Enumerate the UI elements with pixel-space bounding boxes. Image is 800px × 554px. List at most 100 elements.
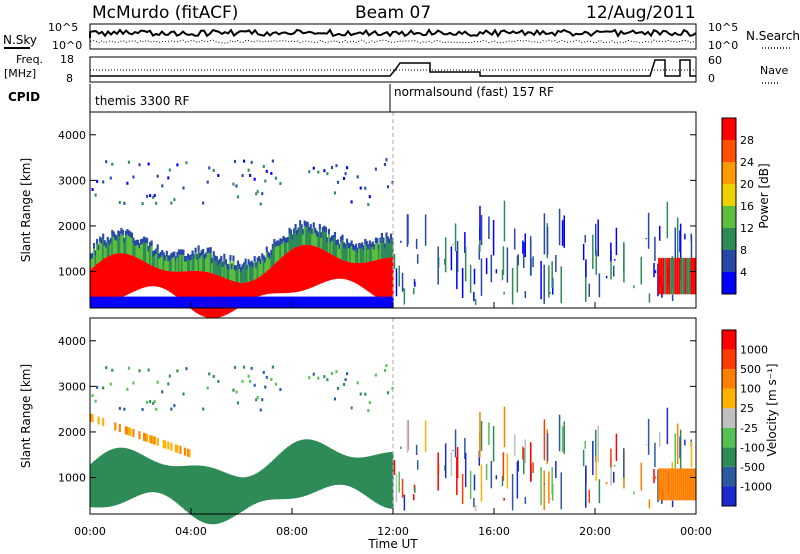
power-cell <box>548 265 550 298</box>
power-cell <box>158 296 161 308</box>
power-cell <box>365 262 368 291</box>
power-cell <box>326 242 329 252</box>
power-cell <box>300 224 303 230</box>
power-cell <box>280 238 284 245</box>
power-cell <box>305 221 308 227</box>
velocity-cell <box>543 470 545 510</box>
power-cell <box>126 296 129 308</box>
power-cell <box>99 242 102 262</box>
power-cell <box>353 296 356 308</box>
velocity-cell <box>146 400 149 404</box>
power-cell <box>226 263 229 270</box>
power-cell <box>132 255 135 292</box>
power-cell <box>193 259 196 271</box>
nave-line <box>90 59 696 77</box>
power-cell <box>244 258 247 265</box>
power-cell <box>155 201 158 205</box>
power-cell <box>121 296 124 308</box>
power-cell <box>265 246 268 252</box>
colorbar-swatch <box>722 118 736 140</box>
velocity-cell <box>344 455 347 486</box>
power-cell <box>312 227 315 246</box>
velocity-cell <box>406 420 409 453</box>
velocity-cell <box>182 392 185 396</box>
power-cell <box>327 296 330 308</box>
velocity-cell <box>188 449 191 458</box>
velocity-cell <box>262 370 265 374</box>
power-cell <box>273 296 276 308</box>
velocity-cell <box>658 468 661 501</box>
power-cell <box>196 259 199 271</box>
power-cell <box>356 253 359 264</box>
velocity-cell <box>343 454 346 486</box>
power-cell <box>139 259 143 289</box>
power-cell <box>551 261 553 289</box>
velocity-cell <box>259 408 262 412</box>
power-cell <box>318 247 321 284</box>
velocity-cell <box>123 447 126 502</box>
power-cell <box>401 272 404 292</box>
power-cell <box>393 254 396 270</box>
power-cell <box>297 227 300 233</box>
power-cell <box>97 262 100 302</box>
velocity-cell <box>226 473 229 521</box>
velocity-cell <box>262 468 265 501</box>
power-cell <box>246 264 249 271</box>
velocity-cell <box>402 494 405 497</box>
power-cell <box>159 257 162 270</box>
velocity-cell <box>279 453 282 500</box>
velocity-cell <box>414 487 416 493</box>
power-cell <box>352 262 355 282</box>
power-cell <box>202 254 205 272</box>
power-cell <box>139 244 143 260</box>
power-cell <box>373 249 376 261</box>
power-cell <box>274 296 277 308</box>
velocity-cell <box>265 466 268 501</box>
power-cell <box>327 228 330 235</box>
power-cell <box>350 245 353 263</box>
power-cell <box>264 262 267 273</box>
y-tick-label: 1000 <box>58 472 86 485</box>
power-cell <box>206 180 209 184</box>
power-cell <box>293 248 296 293</box>
power-cell <box>349 296 352 308</box>
power-cell <box>162 296 165 308</box>
power-cell <box>299 296 302 308</box>
power-cell <box>358 248 361 264</box>
power-cell <box>686 257 689 295</box>
cpid-label: CPID <box>8 90 40 104</box>
power-cell <box>180 296 184 308</box>
power-cell <box>285 296 288 308</box>
power-cell <box>214 255 217 262</box>
power-cell <box>97 296 100 308</box>
power-cell <box>353 251 356 263</box>
power-cell <box>365 240 368 247</box>
power-cell <box>96 179 99 183</box>
power-cell <box>259 276 262 296</box>
power-cell <box>353 245 356 252</box>
power-cell <box>108 255 111 301</box>
velocity-cell <box>297 440 300 498</box>
power-cell <box>261 253 264 259</box>
velocity-cell <box>264 385 267 389</box>
colorbar-swatch <box>722 330 736 350</box>
power-cell <box>271 265 274 294</box>
power-cell <box>338 296 341 308</box>
x-tick-label: 16:00 <box>478 525 510 538</box>
power-cell <box>303 220 306 226</box>
nsky-tick-low: 10^0 <box>52 39 82 52</box>
power-cell <box>189 260 193 271</box>
power-cell <box>563 215 566 248</box>
power-cell <box>370 248 373 262</box>
power-cell <box>112 231 115 237</box>
power-cell <box>267 257 270 271</box>
power-cell <box>161 269 164 288</box>
power-cell <box>179 271 182 300</box>
power-cell <box>127 235 130 255</box>
power-cell <box>267 270 270 294</box>
power-cell <box>250 260 253 267</box>
velocity-cell <box>217 379 220 383</box>
power-cell <box>347 261 350 281</box>
velocity-cell <box>118 424 121 433</box>
